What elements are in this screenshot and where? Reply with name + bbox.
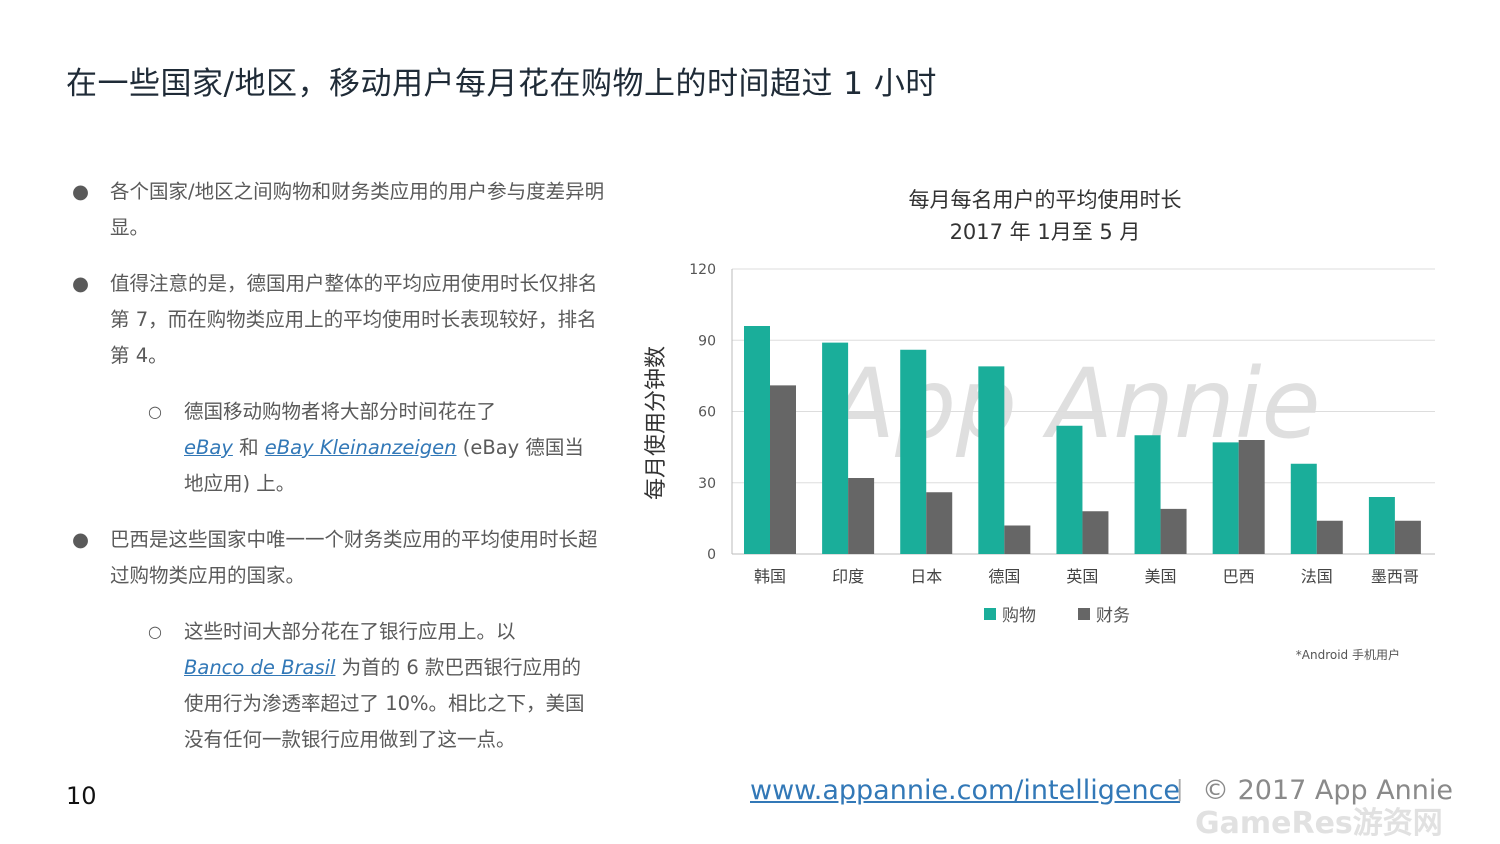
bar-shopping [1290,463,1317,554]
bar-finance [1316,520,1343,554]
page-number: 10 [66,782,97,810]
bar-shopping [744,326,770,554]
y-tick-label: 90 [698,333,716,349]
bar-shopping [900,349,927,554]
x-tick-label: 德国 [988,567,1020,586]
y-tick-label: 30 [698,476,716,492]
y-tick-label: 120 [689,262,716,278]
sub-bullet-item: ○ 这些时间大部分花在了银行应用上。以 Banco de Brasil 为首的 … [72,614,589,758]
bar-shopping [1056,425,1083,554]
sub-bullet-text: 德国移动购物者将大部分时间花在了 [184,400,497,423]
bullet-text: 各个国家/地区之间购物和财务类应用的用户参与度差异明显。 [110,180,605,239]
sub-bullet-circle: ○ [148,402,162,421]
bullet-dot: ● [72,180,90,203]
bullet-item: ● 巴西是这些国家中唯一一个财务类应用的平均使用时长超过购物类应用的国家。 [72,522,612,594]
bullet-item: ● 值得注意的是，德国用户整体的平均应用使用时长仅排名第 7，而在购物类应用上的… [72,266,612,374]
bar-chart: 每月每名用户的平均使用时长 2017 年 1月至 5 月 App Annie 每… [644,188,1435,662]
bar-shopping [822,342,849,554]
x-tick-label: 英国 [1066,567,1098,586]
x-tick-label: 美国 [1145,567,1177,586]
legend-label: 购物 [1002,606,1036,626]
x-tick-label: 墨西哥 [1371,567,1419,586]
footer-copyright: © 2017 App Annie [1202,775,1454,806]
x-tick-label: 巴西 [1223,567,1255,586]
bar-shopping [1212,442,1239,554]
site-watermark: GameRes游资网 [1195,806,1443,841]
sub-bullet-item: ○ 德国移动购物者将大部分时间花在了 eBay 和 eBay Kleinanze… [72,394,589,502]
x-tick-label: 韩国 [754,567,786,586]
ebay-kleinanzeigen-link[interactable]: eBay Kleinanzeigen [264,436,457,459]
bar-finance [1082,511,1109,554]
bullet-text: 值得注意的是，德国用户整体的平均应用使用时长仅排名第 7，而在购物类应用上的平均… [110,272,598,367]
footer-separator: | [1176,777,1184,802]
bar-finance [1394,520,1421,554]
bullet-text: 巴西是这些国家中唯一一个财务类应用的平均使用时长超过购物类应用的国家。 [110,528,598,587]
banco-de-brasil-link[interactable]: Banco de Brasil [184,656,336,679]
sub-bullet-text: 和 [232,436,265,459]
bar-shopping [1368,497,1395,554]
x-tick-label: 日本 [910,567,942,586]
bullet-dot: ● [72,272,90,295]
footer-url-link[interactable]: www.appannie.com/intelligence [750,775,1181,806]
x-tick-label: 法国 [1301,567,1333,586]
y-tick-label: 0 [707,547,716,563]
sub-bullet-text: 这些时间大部分花在了银行应用上。以 [184,620,516,643]
bullet-list: ● 各个国家/地区之间购物和财务类应用的用户参与度差异明显。 ● 值得注意的是，… [72,174,612,778]
chart-title: 每月每名用户的平均使用时长 [909,188,1182,212]
bar-finance [770,385,796,554]
sub-bullet-text: (eBay 德国当地应用) 上。 [184,436,584,495]
sub-bullet-text: 为首的 6 款巴西银行应用的使用行为渗透率超过了 10%。相比之下，美国没有任何… [184,656,585,751]
legend-swatch [1078,608,1090,620]
y-axis-label: 每月使用分钟数 [644,346,669,500]
page-title: 在一些国家/地区，移动用户每月花在购物上的时间超过 1 小时 [66,66,937,102]
bar-shopping [1134,435,1161,554]
sub-bullet-circle: ○ [148,622,162,641]
bar-finance [1004,525,1031,554]
legend-label: 财务 [1096,606,1130,626]
legend-swatch [984,608,996,620]
chart-footnote: *Android 手机用户 [1296,647,1400,662]
chart-subtitle: 2017 年 1月至 5 月 [950,220,1141,244]
bar-finance [1238,440,1265,554]
bar-shopping [978,366,1005,554]
x-tick-label: 印度 [832,567,864,586]
bar-finance [926,492,953,554]
bar-finance [848,478,875,554]
y-tick-label: 60 [698,405,716,421]
bullet-dot: ● [72,528,90,551]
ebay-link[interactable]: eBay [184,436,233,459]
bar-finance [1160,508,1187,554]
bullet-item: ● 各个国家/地区之间购物和财务类应用的用户参与度差异明显。 [72,174,612,246]
